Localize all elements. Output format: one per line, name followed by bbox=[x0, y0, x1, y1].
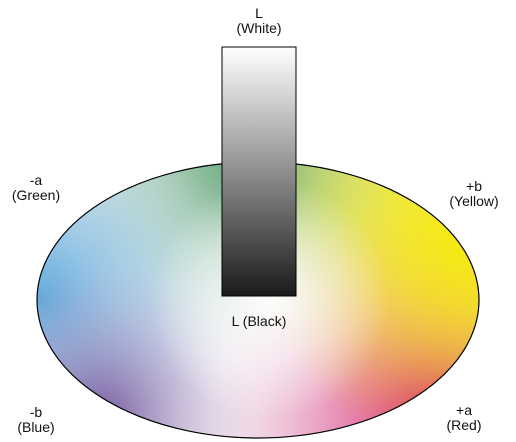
label-minus-b-blue: -b (Blue) bbox=[8, 405, 64, 435]
label-plus-a-symbol: +a bbox=[456, 402, 472, 418]
label-minus-a-green: -a (Green) bbox=[4, 173, 68, 203]
label-plus-b-symbol: +b bbox=[466, 178, 482, 194]
label-l-black-text: L (Black) bbox=[231, 313, 287, 329]
label-minus-b-name: (Blue) bbox=[17, 419, 55, 435]
label-plus-a-red: +a (Red) bbox=[436, 403, 492, 433]
label-plus-b-name: (Yellow) bbox=[449, 193, 499, 209]
label-minus-a-symbol: -a bbox=[29, 172, 43, 188]
label-l-white: L (White) bbox=[214, 6, 304, 36]
lightness-bar bbox=[221, 46, 297, 297]
label-l-white-symbol: L bbox=[255, 5, 263, 21]
label-plus-b-yellow: +b (Yellow) bbox=[436, 179, 512, 209]
label-minus-a-name: (Green) bbox=[11, 187, 61, 203]
label-l-black: L (Black) bbox=[204, 314, 314, 329]
label-l-white-name: (White) bbox=[236, 20, 282, 36]
label-minus-b-symbol: -b bbox=[29, 404, 43, 420]
label-plus-a-name: (Red) bbox=[446, 417, 482, 433]
